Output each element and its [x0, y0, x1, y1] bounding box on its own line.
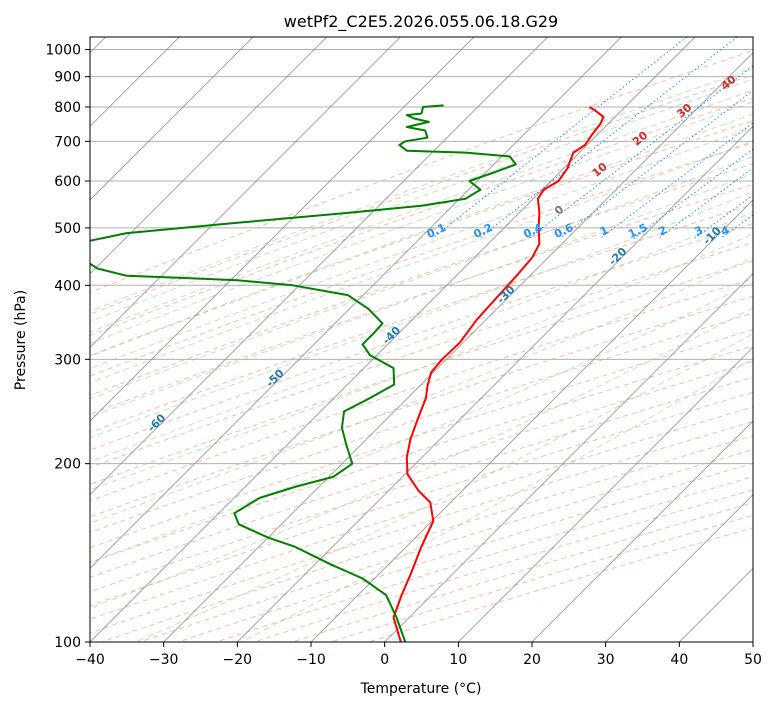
moist-adiabat-line [90, 211, 753, 463]
axis-ticks: −40 −30 −20 −10 0 10 20 30 40 50 100 200 300 400 500 60… [45, 43, 762, 668]
isotherm-line [163, 51, 753, 642]
dry-adiabat-line [90, 241, 753, 469]
dry-adiabat-line [90, 163, 753, 396]
x-tick-label: −40 [75, 652, 105, 668]
moist-adiabat-line [90, 281, 753, 563]
y-tick-label: 400 [54, 278, 81, 294]
dry-adiabat-line [90, 142, 753, 377]
moist-adiabat-line [90, 67, 753, 312]
y-tick-label: 700 [54, 134, 81, 150]
isotherm-line [310, 199, 753, 642]
mixing-ratio-line [559, 90, 753, 239]
y-tick-label: 900 [54, 70, 81, 86]
y-tick-label: 300 [54, 352, 81, 368]
isotherm-line [90, 37, 622, 570]
isotherm-line [90, 37, 254, 201]
moist-adiabat-line [90, 126, 753, 370]
dry-adiabat-line [90, 203, 753, 433]
x-tick-label: −30 [149, 652, 179, 668]
y-tick-label: 100 [54, 635, 81, 651]
chart-title: wetPf2_C2E5.2026.055.06.18.G29 [284, 12, 558, 32]
isotherm-line [457, 346, 753, 642]
moist-adiabat-line [90, 78, 753, 323]
moist-adiabat-line [90, 113, 753, 357]
reference-lines [90, 37, 753, 642]
mixing-ratio-line [478, 37, 738, 239]
dry-adiabat-line [90, 329, 753, 549]
x-tick-label: 10 [449, 652, 467, 668]
dry-adiabat-line [90, 50, 753, 293]
moist-adiabat-line [90, 257, 753, 524]
isotherm-line [384, 272, 753, 642]
isotherm-line [90, 37, 475, 422]
isotherm-line [90, 37, 549, 496]
moist-adiabat-line [90, 233, 753, 491]
dry-adiabat-line [90, 345, 753, 564]
isotherm-line [531, 420, 753, 642]
dry-adiabat-line [90, 295, 753, 518]
isotherm-line [90, 37, 401, 349]
x-axis-label: Temperature (°C) [360, 681, 482, 697]
moist-adiabat-line [90, 89, 753, 333]
moist-adiabat-line [90, 156, 753, 400]
dewpoint-profile-line [90, 104, 517, 642]
isotherm-line [236, 125, 753, 642]
isotherm-line [90, 37, 328, 275]
x-tick-label: 20 [523, 652, 541, 668]
moist-adiabat-line [240, 358, 753, 642]
x-tick-label: 40 [670, 652, 688, 668]
y-tick-label: 600 [54, 174, 81, 190]
plot-frame [89, 36, 754, 643]
y-axis-label: Pressure (hPa) [13, 290, 29, 390]
y-tick-label: 800 [54, 100, 81, 116]
x-tick-label: −20 [223, 652, 253, 668]
isotherm-line [605, 493, 753, 642]
y-tick-label: 200 [54, 457, 81, 473]
moist-adiabat-line [135, 332, 753, 642]
x-tick-label: 30 [597, 652, 615, 668]
x-tick-label: 50 [744, 652, 762, 668]
y-tick-label: 500 [54, 221, 81, 237]
x-tick-label: 0 [380, 652, 389, 668]
isotherm-line [90, 37, 696, 642]
temperature-profile-line [392, 106, 605, 642]
y-tick-label: 1000 [45, 43, 81, 59]
mixing-ratio-line [658, 167, 753, 239]
dry-adiabat-line [90, 183, 753, 415]
dry-adiabat-line [90, 391, 753, 607]
data-series [90, 104, 605, 642]
x-tick-label: −10 [296, 652, 326, 668]
moist-adiabat-line [90, 172, 753, 418]
dry-adiabat-line [90, 74, 753, 315]
